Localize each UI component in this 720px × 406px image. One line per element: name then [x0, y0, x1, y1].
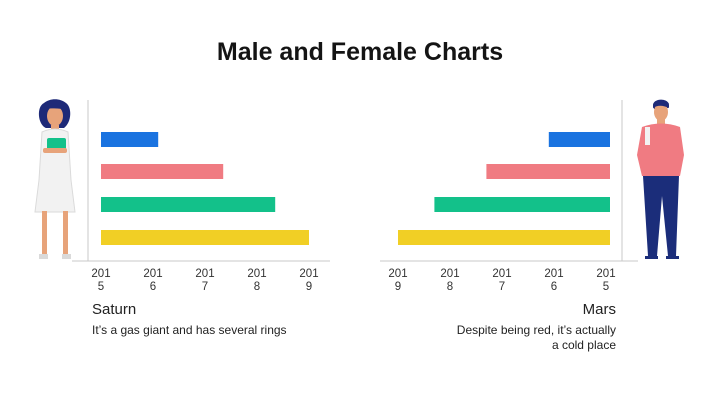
right-bar-green — [434, 197, 610, 212]
right-x-tick-2019: 2019 — [388, 268, 408, 293]
man-illustration — [637, 99, 684, 259]
left-bar-blue — [101, 132, 159, 147]
left-x-tick-2018: 2018 — [247, 268, 267, 293]
left-x-tick-2015: 2015 — [91, 268, 111, 293]
right-x-tick-2015: 2015 — [596, 268, 616, 293]
saturn-description: It’s a gas giant and has several rings — [92, 323, 287, 337]
right-bar-yellow — [398, 230, 610, 245]
saturn-label: Saturn — [92, 301, 137, 318]
left-chart-bars — [101, 132, 309, 245]
left-x-tick-2016: 2016 — [143, 268, 163, 293]
right-x-tick-2017: 2017 — [492, 268, 512, 293]
left-bar-yellow — [101, 230, 309, 245]
left-x-tick-2017: 2017 — [195, 268, 215, 293]
left-bar-green — [101, 197, 276, 212]
right-bar-blue — [548, 132, 610, 147]
right-x-tick-2018: 2018 — [440, 268, 460, 293]
mars-caption: Mars Despite being red, it’s actually a … — [455, 301, 616, 353]
mars-label: Mars — [582, 301, 616, 318]
left-bar-pink — [101, 164, 224, 179]
left-x-tick-2019: 2019 — [299, 268, 319, 293]
page-title: Male and Female Charts — [216, 38, 504, 66]
woman-illustration — [34, 99, 76, 259]
right-bar-pink — [486, 164, 610, 179]
right-chart-bars — [398, 132, 610, 245]
mars-description: Despite being red, it’s actually a cold … — [456, 323, 616, 352]
right-x-tick-2016: 2016 — [544, 268, 564, 293]
saturn-caption: Saturn It’s a gas giant and has several … — [92, 301, 292, 338]
